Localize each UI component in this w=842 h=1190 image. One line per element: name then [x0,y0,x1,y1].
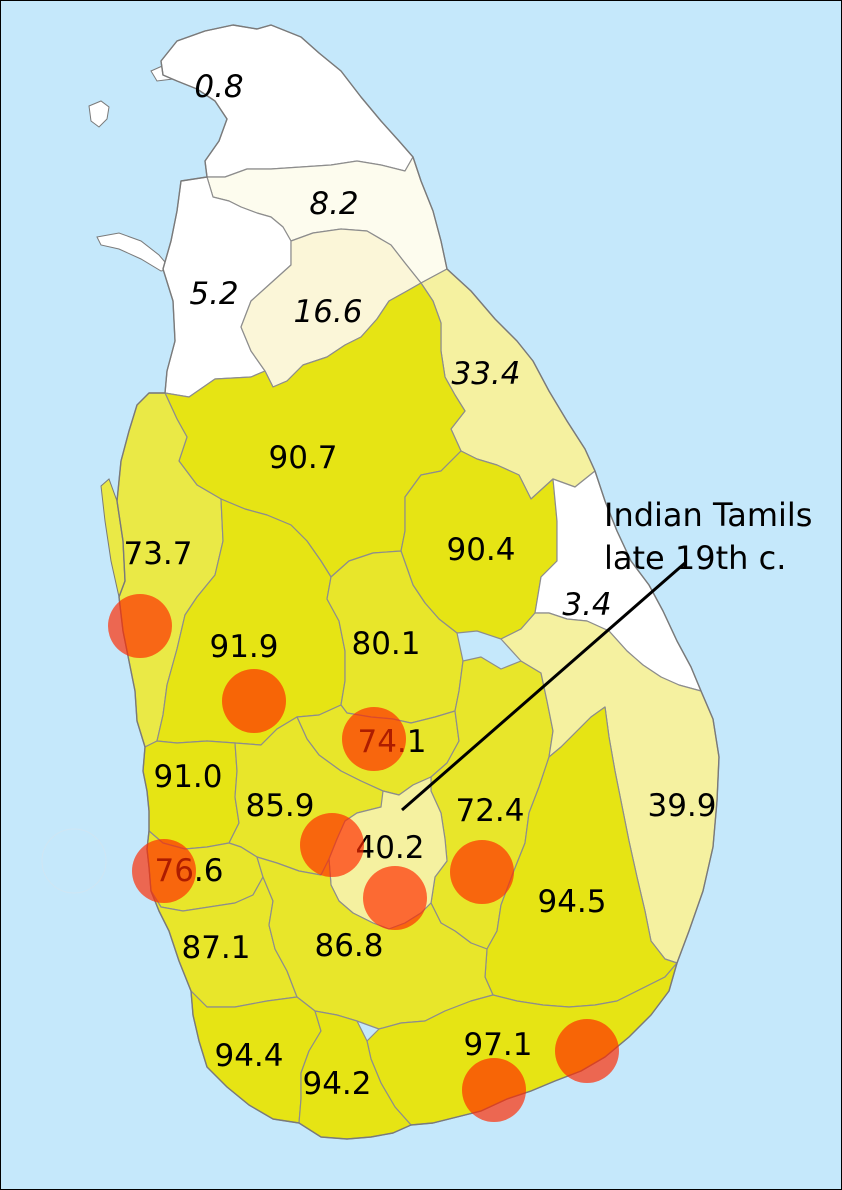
label-badulla: 72.4 [455,793,524,829]
districts [116,24,720,1140]
label-monaragala: 94.5 [537,884,606,920]
coastline-outline [116,24,720,1140]
label-ampara: 39.9 [647,788,716,824]
label-galle: 94.4 [214,1038,283,1074]
label-kegalle: 85.9 [245,788,314,824]
label-kurunegala: 91.9 [209,629,278,665]
district-ratnapura [256,856,494,1030]
callout-line2: late 19th c. [604,539,786,577]
marker-puttalam-coast [108,594,172,658]
label-trincomalee: 33.4 [451,356,520,392]
marker-kandy [342,707,406,771]
marker-kegalle [300,813,364,877]
islet-delft [88,100,110,128]
district-gampaha [142,740,240,850]
label-gampaha: 91.0 [153,759,222,795]
label-puttalam: 73.7 [123,536,192,572]
marker-badulla [450,840,514,904]
callout-line1: Indian Tamils [604,496,812,534]
marker-matara-coast [462,1058,526,1122]
islets [88,62,192,599]
label-matale: 80.1 [351,626,420,662]
marker-colombo [132,839,196,903]
label-matara: 94.2 [302,1066,371,1102]
label-batticaloa: 3.4 [562,587,611,623]
callout: Indian Tamils late 19th c. [401,496,812,812]
marker-kurunegala [222,669,286,733]
marker-nuwara-eliya [363,866,427,930]
callout-pointer [401,561,686,812]
label-hambantota: 97.1 [463,1027,532,1063]
label-jaffna: 0.8 [194,69,243,105]
label-ratnapura: 86.8 [314,928,383,964]
empty-circle-outline [41,828,107,894]
label-vavuniya: 16.6 [293,294,362,330]
marker-hambantota-east [555,1019,619,1083]
label-mannar: 5.2 [189,276,238,312]
label-kilinochchi: 8.2 [309,186,358,222]
label-anuradhapura: 90.7 [268,440,337,476]
markers [108,594,619,1122]
label-nuwara-eliya: 40.2 [355,830,424,866]
label-kalutara: 87.1 [181,930,250,966]
label-polonnaruwa: 90.4 [446,532,515,568]
